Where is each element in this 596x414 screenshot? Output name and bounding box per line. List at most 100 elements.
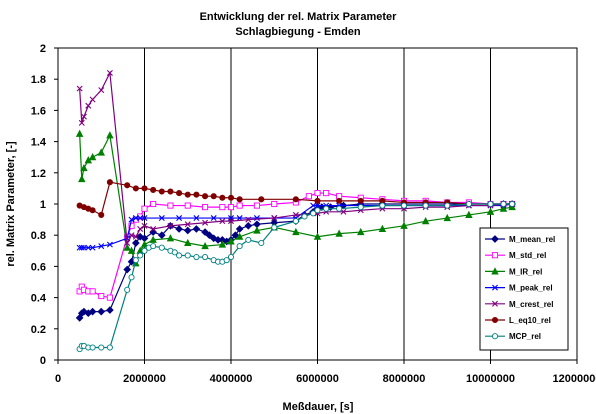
data-point-m-peak-rel <box>132 215 139 222</box>
data-point-mcp-rel <box>89 344 96 351</box>
data-point-mcp-rel <box>310 210 317 217</box>
data-point-mcp-rel <box>98 344 105 351</box>
data-point-m-ir-rel <box>140 240 149 248</box>
y-tick-label: 0.8 <box>31 230 46 242</box>
data-point-l-eq10-rel <box>106 179 113 186</box>
y-axis-label: rel. Matrix Parameter, [-] <box>5 141 17 267</box>
data-point-m-std-rel <box>314 190 321 197</box>
x-tick-label: 4000000 <box>210 373 253 385</box>
legend-label: M_peak_rel <box>509 284 553 293</box>
data-point-m-ir-rel <box>378 224 387 233</box>
data-point-mcp-rel <box>271 224 278 231</box>
y-tick-label: 2 <box>40 43 46 55</box>
data-point-mcp-rel <box>444 202 451 209</box>
data-point-m-ir-rel <box>335 229 343 237</box>
data-point-mcp-rel <box>509 200 516 208</box>
data-point-mcp-rel <box>141 247 148 254</box>
data-point-mcp-rel <box>465 200 472 208</box>
data-point-mcp-rel <box>201 253 209 261</box>
series-layer <box>75 69 516 353</box>
data-point-m-mean-rel <box>183 226 192 235</box>
legend-item-m-crest-rel: M_crest_rel <box>485 300 553 309</box>
legend-marker <box>492 300 498 307</box>
y-tick-label: 1 <box>40 199 46 211</box>
plot-area: 0 2000000 4000000 6000000 8000000 10000000 120… <box>31 43 596 385</box>
data-point-mcp-rel <box>171 249 178 256</box>
x-tick-label: 2000000 <box>123 373 166 385</box>
legend: M_mean_rel M_std_rel M_IR_rel M_peak_rel M_c… <box>479 227 569 351</box>
y-tick-label: 1.4 <box>31 137 47 149</box>
series-mcp-rel <box>76 200 516 353</box>
data-point-m-std-rel <box>128 222 135 229</box>
data-point-m-crest-rel <box>78 119 85 126</box>
x-axis-label: Meßdauer, [s] <box>283 401 354 413</box>
data-point-m-peak-rel <box>78 244 85 251</box>
data-point-m-ir-rel <box>149 235 157 243</box>
data-point-m-peak-rel <box>76 244 83 251</box>
chart-title: Entwicklung der rel. Matrix Parameter <box>200 11 398 23</box>
data-point-m-std-rel <box>305 193 312 200</box>
legend-item-m-mean-rel: M_mean_rel <box>485 235 555 244</box>
data-point-m-mean-rel <box>244 222 253 230</box>
data-point-m-ir-rel <box>235 232 244 240</box>
data-point-m-ir-rel <box>127 246 136 254</box>
data-point-m-ir-rel <box>443 213 451 222</box>
data-point-m-crest-rel <box>292 211 299 218</box>
data-point-l-eq10-rel <box>124 182 131 189</box>
chart-subtitle: Schlagbiegung - Emden <box>235 26 361 38</box>
data-point-m-mean-rel <box>106 306 114 314</box>
x-tick-label: 10000000 <box>466 373 515 385</box>
legend-label: M_crest_rel <box>509 300 553 309</box>
data-point-l-eq10-rel <box>132 185 139 192</box>
data-point-m-ir-rel <box>88 153 97 161</box>
data-point-m-crest-rel <box>141 222 148 229</box>
data-point-l-eq10-rel <box>336 197 343 204</box>
data-point-m-ir-rel <box>201 241 209 250</box>
data-point-mcp-rel <box>292 218 299 225</box>
data-point-m-crest-rel <box>202 219 209 226</box>
data-point-mcp-rel <box>184 252 191 259</box>
data-point-m-peak-rel <box>98 243 105 250</box>
data-point-m-crest-rel <box>184 221 191 228</box>
data-point-mcp-rel <box>323 205 330 212</box>
data-point-l-eq10-rel <box>357 197 364 204</box>
data-point-m-crest-rel <box>228 218 234 225</box>
data-point-l-eq10-rel <box>89 207 96 214</box>
data-point-mcp-rel <box>314 207 321 214</box>
data-point-l-eq10-rel <box>98 211 105 218</box>
legend-item-m-std-rel: M_std_rel <box>485 251 546 260</box>
data-point-l-eq10-rel <box>184 191 191 198</box>
data-point-m-std-rel <box>227 204 235 211</box>
data-point-mcp-rel <box>176 252 183 259</box>
data-point-mcp-rel <box>336 205 343 212</box>
data-point-m-peak-rel <box>141 215 148 222</box>
data-point-m-crest-rel <box>137 225 144 232</box>
legend-label: M_IR_rel <box>509 267 542 276</box>
y-tick-label: 1.6 <box>31 105 46 117</box>
data-point-mcp-rel <box>150 243 157 250</box>
data-point-m-std-rel <box>141 205 148 212</box>
legend-item-mcp-rel: MCP_rel <box>485 332 541 341</box>
y-axis: 0 0.2 0.4 0.6 0.8 1 1.2 1.4 1.6 1.8 2 <box>31 43 58 367</box>
data-point-l-eq10-rel <box>258 196 265 203</box>
data-point-mcp-rel <box>193 253 200 261</box>
data-point-l-eq10-rel <box>158 188 165 195</box>
data-point-m-crest-rel <box>106 69 113 76</box>
series-m-ir-rel <box>75 129 516 267</box>
data-point-mcp-rel <box>132 257 139 264</box>
y-tick-label: 0.4 <box>31 293 47 305</box>
data-point-m-crest-rel <box>271 215 278 222</box>
data-point-mcp-rel <box>357 204 364 211</box>
data-point-m-crest-rel <box>245 216 252 223</box>
data-point-m-ir-rel <box>421 216 430 225</box>
data-point-mcp-rel <box>158 244 165 251</box>
data-point-mcp-rel <box>487 200 494 208</box>
data-point-m-ir-rel <box>80 163 88 172</box>
data-point-m-crest-rel <box>150 225 157 232</box>
data-point-m-peak-rel <box>314 202 321 209</box>
data-point-m-ir-rel <box>75 129 84 137</box>
data-point-m-mean-rel <box>201 228 209 236</box>
legend-marker <box>491 252 499 259</box>
legend-marker <box>491 333 499 340</box>
